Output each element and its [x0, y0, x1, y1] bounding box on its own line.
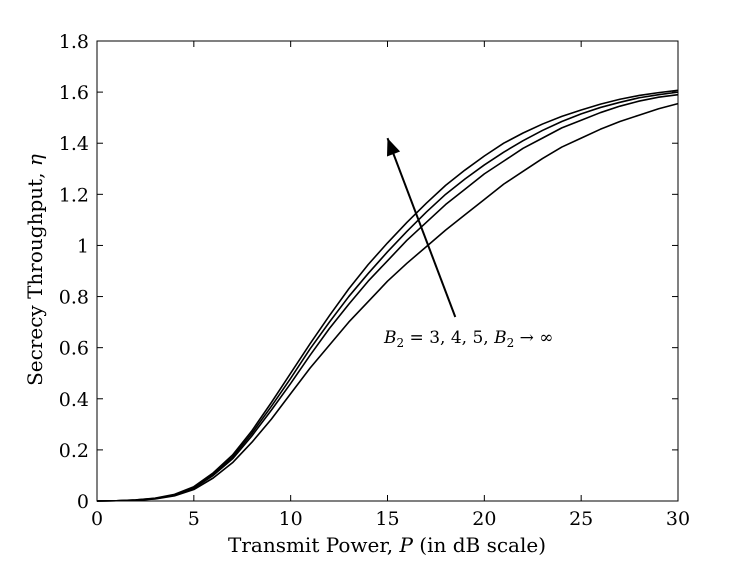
- y-axis-title: Secrecy Throughput, η: [23, 154, 47, 386]
- x-axis-title: Transmit Power, P (in dB scale): [228, 533, 546, 557]
- annotation-arrow-shaft: [386, 137, 457, 318]
- y-tick-label: 0: [77, 491, 89, 513]
- y-tick-label: 0.4: [59, 389, 89, 411]
- series-lines: [96, 89, 679, 502]
- y-tick-label: 1.6: [59, 82, 89, 104]
- annotation-label-part-1: B: [383, 328, 397, 348]
- series-line-1: [96, 102, 679, 502]
- x-tick-label: 0: [91, 508, 103, 530]
- x-axis-ticks: 0 5 10 15 20 25 30: [91, 41, 690, 530]
- x-axis-title-suffix: (in dB scale): [413, 533, 546, 557]
- x-axis-title-prefix: Transmit Power,: [228, 533, 399, 557]
- y-tick-label: 0.2: [59, 440, 89, 462]
- annotation-label-part-2: 2: [397, 336, 405, 350]
- series-annotation: B2 = 3, 4, 5, B2 → ∞: [383, 137, 553, 350]
- y-axis-title-symbol: η: [23, 154, 47, 166]
- annotation-arrow-head: [387, 138, 401, 157]
- x-tick-label: 25: [569, 508, 593, 530]
- y-axis-title-prefix: Secrecy Throughput,: [23, 166, 47, 386]
- annotation-label: B2 = 3, 4, 5, B2 → ∞: [383, 328, 553, 350]
- x-tick-label: 5: [188, 508, 200, 530]
- x-tick-label: 30: [666, 508, 690, 530]
- annotation-label-part-3: = 3, 4, 5,: [404, 328, 494, 348]
- y-axis-ticks: 0 0.2 0.4 0.6 0.8 1 1.2 1.4 1.6 1.8: [59, 31, 678, 513]
- y-tick-label: 1.8: [59, 31, 89, 53]
- y-tick-label: 1.2: [59, 184, 89, 206]
- x-tick-label: 15: [375, 508, 399, 530]
- x-tick-label: 10: [279, 508, 303, 530]
- x-tick-label: 20: [472, 508, 496, 530]
- series-line-4: [96, 89, 679, 502]
- y-tick-label: 1: [77, 235, 89, 257]
- y-tick-label: 0.6: [59, 338, 89, 360]
- y-tick-label: 0.8: [59, 287, 89, 309]
- annotation-label-part-4: B: [493, 328, 507, 348]
- annotation-label-part-5: 2: [507, 336, 515, 350]
- annotation-label-part-6: → ∞: [514, 328, 553, 348]
- y-tick-label: 1.4: [59, 133, 89, 155]
- x-axis-title-symbol: P: [398, 533, 413, 557]
